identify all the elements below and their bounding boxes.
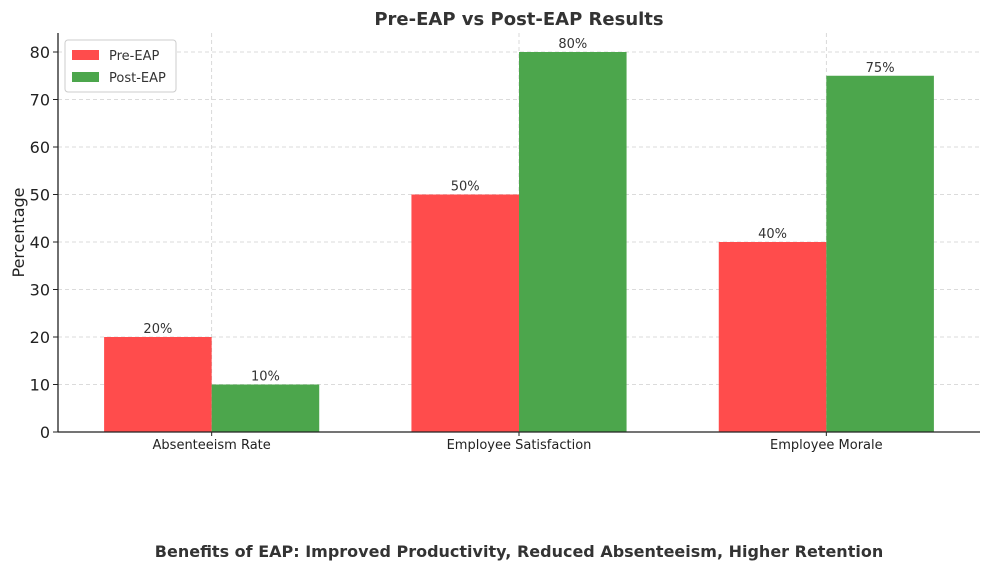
y-tick-label: 70	[30, 91, 50, 110]
legend: Pre-EAP Post-EAP	[64, 39, 177, 93]
x-tick-label: Absenteeism Rate	[153, 438, 271, 453]
y-tick-label: 40	[30, 233, 50, 252]
y-tick-label: 20	[30, 328, 50, 347]
y-tick-label: 10	[30, 376, 50, 395]
chart-title: Pre-EAP vs Post-EAP Results	[374, 9, 663, 30]
data-label: 75%	[866, 61, 895, 76]
bar-pre-eap	[104, 337, 212, 432]
data-label: 80%	[558, 37, 587, 52]
bar-pre-eap	[411, 194, 519, 432]
x-tick-label: Employee Satisfaction	[447, 438, 592, 453]
y-tick-label: 30	[30, 281, 50, 300]
bar-post-eap	[826, 75, 934, 432]
legend-label: Post-EAP	[109, 71, 166, 86]
y-tick-label: 80	[30, 43, 50, 62]
data-label: 50%	[451, 180, 480, 195]
y-tick-label: 50	[30, 186, 50, 205]
y-axis-label: Percentage	[9, 187, 28, 277]
bar-pre-eap	[718, 242, 827, 432]
data-label: 20%	[143, 322, 172, 337]
y-tick-label: 0	[40, 423, 50, 442]
bars	[104, 52, 934, 432]
x-tick-label: Employee Morale	[770, 438, 883, 453]
y-tick-label: 60	[30, 138, 50, 157]
bar-post-eap	[519, 52, 627, 432]
footer-caption: Benefits of EAP: Improved Productivity, …	[155, 542, 883, 561]
data-labels: 20% 50% 40% 10% 80% 75%	[143, 37, 894, 385]
legend-label: Pre-EAP	[109, 49, 159, 64]
data-label: 10%	[251, 370, 280, 385]
bar-post-eap	[211, 384, 320, 432]
legend-swatch	[72, 50, 99, 60]
legend-swatch	[72, 72, 99, 82]
data-label: 40%	[758, 227, 787, 242]
axes: 0 10 20 30 40 50 60 70 80 Absenteeism Rate Employe…	[30, 33, 980, 453]
